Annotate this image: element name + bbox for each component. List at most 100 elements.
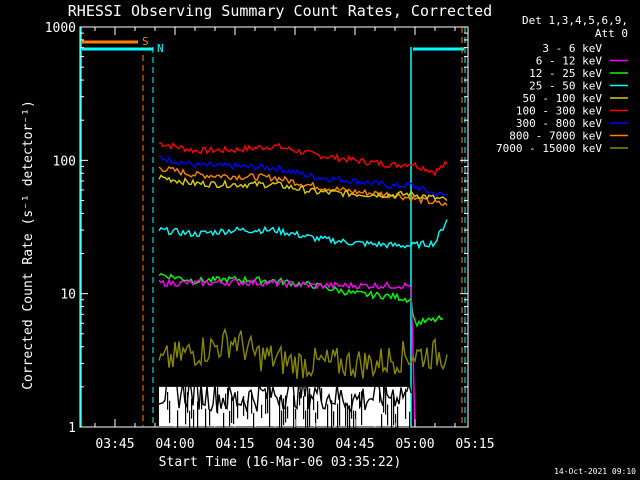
bar-3-6kev — [345, 402, 347, 427]
bar-3-6kev — [287, 406, 289, 419]
bar-3-6kev — [193, 409, 195, 447]
legend-entry-label: 50 - 100 keV — [523, 92, 603, 105]
bar-3-6kev — [351, 393, 353, 419]
bar-3-6kev — [381, 413, 383, 453]
series-line-0 — [159, 142, 448, 177]
x-tick-label: 05:00 — [395, 437, 434, 452]
bar-3-6kev — [279, 397, 281, 434]
x-tick-label: 04:00 — [155, 437, 194, 452]
bar-3-6kev — [315, 412, 317, 439]
bar-3-6kev — [189, 410, 191, 436]
bar-3-6kev — [391, 396, 393, 437]
bar-3-6kev — [209, 409, 211, 426]
legend-header-2: Att 0 — [595, 27, 628, 40]
bar-3-6kev — [387, 404, 389, 426]
bar-3-6kev — [233, 401, 235, 425]
bar-3-6kev — [307, 393, 309, 433]
bar-3-6kev — [353, 410, 355, 447]
y-tick-label: 10 — [60, 288, 76, 303]
bar-3-6kev — [283, 398, 285, 426]
bar-3-6kev — [223, 412, 225, 440]
bar-3-6kev — [261, 404, 263, 419]
legend-entry-label: 100 - 300 keV — [516, 105, 602, 118]
chart-title: RHESSI Observing Summary Count Rates, Co… — [68, 2, 492, 20]
x-tick-label: 04:30 — [275, 437, 314, 452]
series-line-6 — [158, 277, 416, 428]
legend-entry-label: 3 - 6 keV — [542, 42, 602, 55]
series-line-3 — [158, 174, 448, 202]
bar-3-6kev — [317, 401, 319, 419]
bar-3-6kev — [321, 388, 323, 402]
bar-3-6kev — [187, 392, 189, 413]
legend-header-1: Det 1,3,4,5,6,9, — [522, 14, 628, 27]
bar-3-6kev — [361, 391, 363, 426]
bar-3-6kev — [177, 410, 179, 433]
y-tick-label: 100 — [53, 154, 76, 169]
bar-3-6kev — [225, 393, 227, 410]
bar-3-6kev — [337, 403, 339, 431]
bar-3-6kev — [227, 388, 229, 406]
bar-3-6kev — [299, 392, 301, 406]
timestamp: 14-Oct-2021 09:10 — [554, 467, 636, 476]
legend-entry-label: 800 - 7000 keV — [509, 130, 602, 143]
bar-3-6kev — [409, 411, 411, 432]
bar-3-6kev — [169, 400, 171, 424]
bar-3-6kev — [281, 410, 283, 444]
bar-3-6kev — [253, 413, 255, 446]
bar-3-6kev — [327, 404, 329, 433]
bar-3-6kev — [303, 395, 305, 420]
y-axis-label: Corrected Count Rate (s⁻¹ detector⁻¹) — [21, 100, 36, 390]
bar-3-6kev — [339, 397, 341, 426]
bar-3-6kev — [229, 410, 231, 427]
bar-3-6kev — [313, 396, 315, 410]
bar-3-6kev — [265, 391, 267, 414]
bar-3-6kev — [359, 392, 361, 409]
x-tick-label: 03:45 — [95, 437, 134, 452]
legend-entry-label: 300 - 800 keV — [516, 117, 602, 130]
bar-3-6kev — [397, 406, 399, 446]
bar-3-6kev — [295, 408, 297, 443]
saa-flag-label: S — [142, 35, 149, 48]
y-axis-ticks: 1 10 100 1000 — [45, 21, 468, 436]
x-tick-label: 04:15 — [215, 437, 254, 452]
bar-3-6kev — [305, 410, 307, 445]
bar-3-6kev — [347, 406, 349, 431]
bar-3-6kev — [331, 400, 333, 437]
bar-3-6kev — [385, 388, 387, 415]
bar-3-6kev — [333, 411, 335, 426]
bar-3-6kev — [309, 388, 311, 427]
bar-3-6kev — [395, 413, 397, 435]
bar-3-6kev — [201, 389, 203, 410]
series-line-4 — [158, 219, 448, 250]
y-tick-label: 1000 — [45, 21, 76, 36]
bar-3-6kev — [167, 391, 169, 410]
bar-3-6kev — [237, 391, 239, 419]
bar-3-6kev — [269, 387, 271, 427]
bar-3-6kev — [197, 401, 199, 442]
legend-entry-label: 25 - 50 keV — [529, 80, 602, 93]
x-tick-label: 04:45 — [335, 437, 374, 452]
legend-entry-label: 7000 - 15000 keV — [496, 142, 602, 155]
plot-frame — [79, 26, 469, 428]
bar-3-6kev — [251, 391, 253, 414]
bar-3-6kev — [243, 396, 245, 416]
bar-3-6kev — [285, 395, 287, 423]
series-line-1 — [158, 155, 448, 198]
legend-entry-label: 6 - 12 keV — [536, 55, 603, 68]
bar-3-6kev — [247, 400, 249, 420]
bar-3-6kev — [383, 386, 385, 413]
bar-3-6kev — [191, 399, 193, 419]
x-axis-ticks: 03:45 04:00 04:15 04:30 04:45 05:00 05:15 — [94, 27, 495, 452]
y-tick-label: 1 — [68, 421, 76, 436]
bar-3-6kev — [355, 410, 357, 448]
bar-3-6kev — [185, 386, 187, 425]
bar-3-6kev — [293, 395, 295, 430]
bar-3-6kev — [405, 388, 407, 419]
data-layer: SN — [80, 27, 466, 453]
bar-3-6kev — [231, 397, 233, 423]
bar-3-6kev — [349, 405, 351, 440]
bar-3-6kev — [205, 408, 207, 436]
legend-entry-label: 12 - 25 keV — [529, 67, 602, 80]
